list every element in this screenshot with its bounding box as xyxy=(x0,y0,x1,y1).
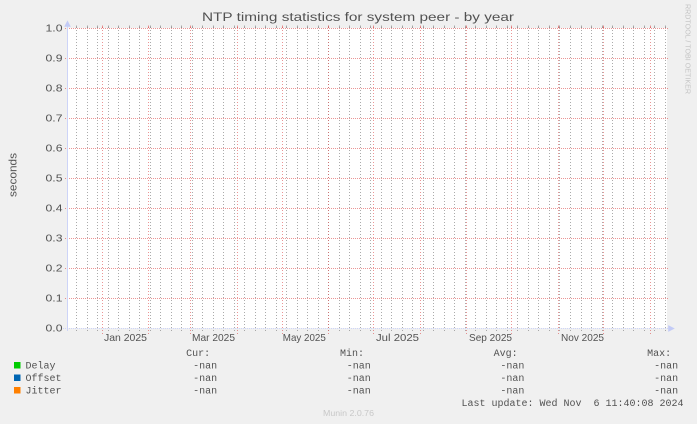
svg-text:Last update: Wed Nov 6 11:40:: Last update: Wed Nov 6 11:40:08 2024 xyxy=(461,398,683,410)
svg-text:1.0: 1.0 xyxy=(46,23,63,35)
svg-text:Sep 2025: Sep 2025 xyxy=(469,332,512,344)
svg-text:Cur:: Cur: xyxy=(186,349,210,360)
svg-text:0.7: 0.7 xyxy=(46,113,63,125)
svg-text:Nov 2025: Nov 2025 xyxy=(561,332,604,344)
svg-text:-nan: -nan xyxy=(654,386,678,397)
svg-text:0.2: 0.2 xyxy=(46,263,63,275)
svg-text:0.9: 0.9 xyxy=(46,53,63,65)
svg-text:Munin 2.0.76: Munin 2.0.76 xyxy=(323,409,375,418)
svg-text:0.5: 0.5 xyxy=(46,173,63,185)
svg-text:-nan: -nan xyxy=(500,386,524,397)
svg-text:Offset: Offset xyxy=(26,373,62,385)
svg-text:-nan: -nan xyxy=(193,361,217,372)
svg-text:-nan: -nan xyxy=(193,374,217,385)
svg-text:Avg:: Avg: xyxy=(494,349,518,360)
svg-text:RRDTOOL / TOBI OETIKER: RRDTOOL / TOBI OETIKER xyxy=(684,4,693,95)
svg-text:NTP timing statistics for syst: NTP timing statistics for system peer - … xyxy=(202,10,514,24)
svg-text:0.8: 0.8 xyxy=(46,83,63,95)
svg-text:Jul 2025: Jul 2025 xyxy=(376,332,419,344)
svg-text:-nan: -nan xyxy=(347,386,371,397)
svg-text:0.0: 0.0 xyxy=(46,323,63,335)
svg-text:0.6: 0.6 xyxy=(46,143,63,155)
svg-text:-nan: -nan xyxy=(347,374,371,385)
svg-text:0.1: 0.1 xyxy=(46,293,63,305)
svg-text:-nan: -nan xyxy=(654,361,678,372)
svg-text:-nan: -nan xyxy=(347,361,371,372)
svg-text:0.3: 0.3 xyxy=(46,233,63,245)
svg-text:seconds: seconds xyxy=(8,152,20,197)
svg-text:-nan: -nan xyxy=(500,374,524,385)
svg-text:Min:: Min: xyxy=(340,348,364,360)
svg-text:Jitter: Jitter xyxy=(26,385,62,397)
svg-text:-nan: -nan xyxy=(193,386,217,397)
svg-text:-nan: -nan xyxy=(500,361,524,372)
svg-text:Delay: Delay xyxy=(26,360,56,372)
svg-text:0.4: 0.4 xyxy=(46,203,63,215)
svg-text:Max:: Max: xyxy=(647,349,671,360)
svg-text:-nan: -nan xyxy=(654,374,678,385)
svg-text:Mar 2025: Mar 2025 xyxy=(192,332,235,344)
svg-text:Jan 2025: Jan 2025 xyxy=(104,332,147,344)
svg-text:May 2025: May 2025 xyxy=(283,332,326,344)
